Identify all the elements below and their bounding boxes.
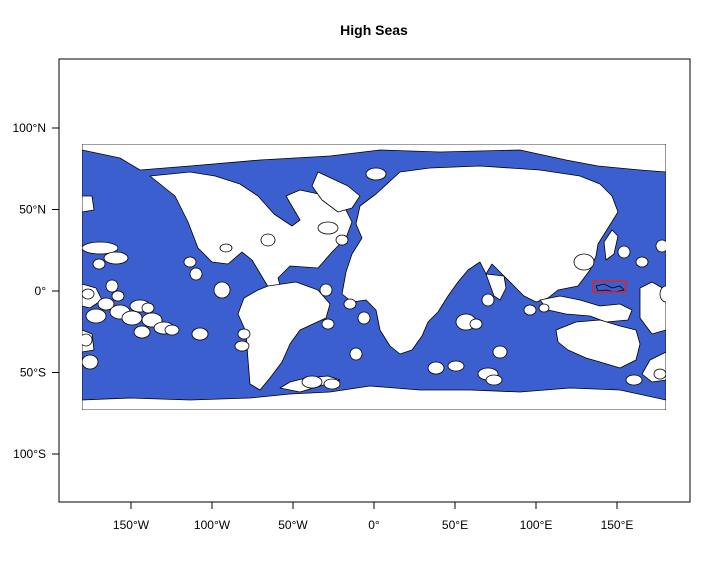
north-america	[149, 171, 353, 293]
high-seas-enclave	[595, 283, 625, 293]
x-tick-label: 100°E	[520, 518, 553, 532]
x-tick-label: 100°W	[194, 518, 231, 532]
eurasia-africa	[341, 165, 619, 355]
y-tick-label: 0°	[35, 284, 47, 298]
map-title: High Seas	[340, 22, 408, 38]
y-tick-label: 50°S	[20, 366, 46, 380]
y-tick-label: 100°S	[13, 447, 46, 461]
india	[485, 273, 507, 301]
x-tick-label: 0°	[368, 518, 380, 532]
x-tick-label: 150°W	[113, 518, 150, 532]
land-and-eez	[82, 144, 666, 410]
y-tick-label: 50°N	[19, 203, 46, 217]
japan	[603, 229, 619, 261]
y-tick-label: 100°N	[13, 121, 47, 135]
y-axis: 100°N 50°N 0° 50°S 100°S	[13, 121, 59, 461]
arctic-land	[82, 144, 666, 173]
pacific-east-edge	[639, 281, 666, 335]
maritime-asia	[539, 295, 633, 323]
x-tick-label: 50°E	[442, 518, 468, 532]
x-axis: 150°W 100°W 50°W 0° 50°E 100°E 150°E	[113, 502, 633, 532]
western-edge-north	[82, 195, 95, 213]
greenland	[311, 171, 361, 213]
australia	[555, 319, 641, 369]
antarctica	[82, 385, 666, 410]
x-tick-label: 150°E	[601, 518, 634, 532]
south-america	[237, 281, 331, 391]
x-tick-label: 50°W	[278, 518, 308, 532]
highlight-box	[592, 280, 627, 293]
map-area	[82, 144, 666, 410]
